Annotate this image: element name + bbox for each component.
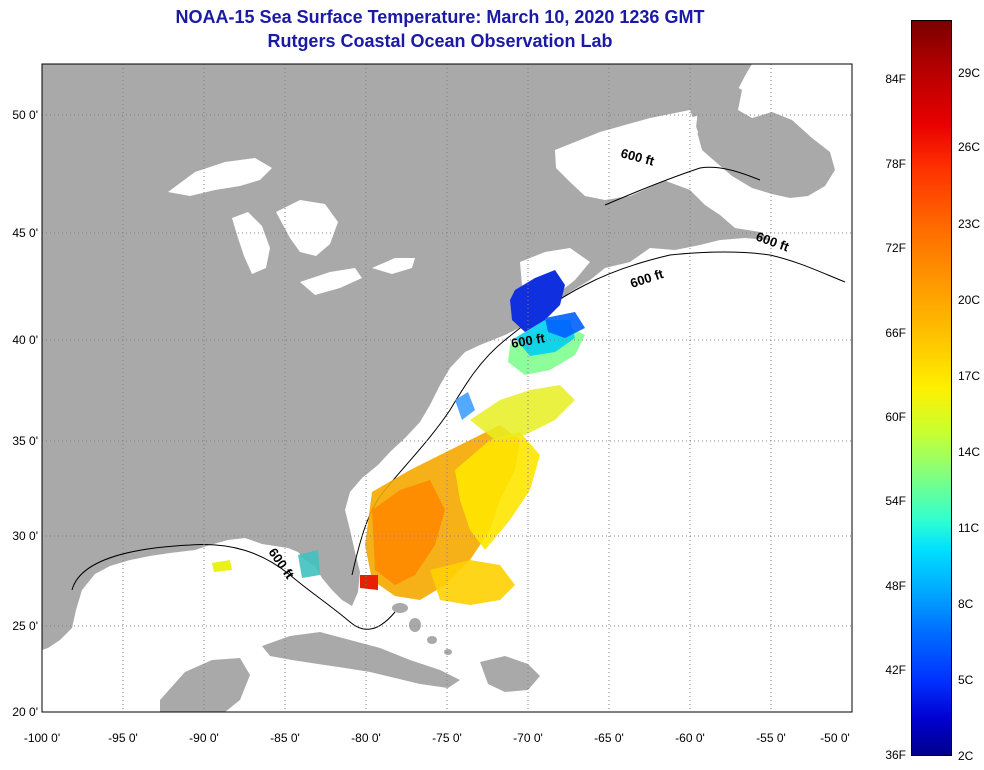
- colorbar-c-label: 11C: [958, 521, 980, 535]
- colorbar-f-label: 54F: [885, 494, 906, 508]
- y-tick-label: 30 0': [12, 529, 38, 543]
- x-tick-label: -90 0': [189, 731, 219, 745]
- land-bahamas: [392, 603, 452, 655]
- y-tick-label: 25 0': [12, 619, 38, 633]
- y-tick-label: 35 0': [12, 434, 38, 448]
- colorbar-f-label: 42F: [885, 663, 906, 677]
- x-tick-label: -80 0': [351, 731, 381, 745]
- colorbar-c-label: 8C: [958, 597, 974, 611]
- land-cuba: [262, 632, 460, 688]
- colorbar-f-label: 36F: [885, 748, 906, 762]
- x-tick-label: -55 0': [756, 731, 786, 745]
- contour-label: 600 ft: [510, 330, 547, 351]
- colorbar-c-label: 20C: [958, 293, 981, 307]
- x-tick-label: -75 0': [432, 731, 462, 745]
- colorbar-c-label: 29C: [958, 66, 981, 80]
- colorbar-c-label: 5C: [958, 673, 974, 687]
- great-lakes: [168, 158, 415, 295]
- land-yucatan: [160, 658, 250, 712]
- colorbar-f-label: 72F: [885, 241, 906, 255]
- sst-swath: [212, 270, 585, 605]
- colorbar-c-label: 14C: [958, 445, 981, 459]
- temperature-colorbar: [911, 20, 952, 756]
- colorbar-c-label: 2C: [958, 749, 974, 763]
- land-newfoundland: [696, 80, 835, 198]
- x-tick-label: -65 0': [594, 731, 624, 745]
- map-title: NOAA-15 Sea Surface Temperature: March 1…: [175, 7, 705, 27]
- colorbar-f-label: 78F: [885, 157, 906, 171]
- colorbar-c-label: 23C: [958, 217, 981, 231]
- colorbar-f-label: 66F: [885, 326, 906, 340]
- x-tick-label: -60 0': [675, 731, 705, 745]
- x-tick-label: -85 0': [270, 731, 300, 745]
- graticule: [42, 64, 852, 712]
- map-subtitle: Rutgers Coastal Ocean Observation Lab: [267, 31, 613, 51]
- land-hispaniola: [480, 656, 540, 692]
- y-tick-label: 45 0': [12, 226, 38, 240]
- x-tick-label: -50 0': [820, 731, 850, 745]
- colorbar-c-label: 26C: [958, 140, 981, 154]
- x-tick-label: -70 0': [513, 731, 543, 745]
- y-tick-label: 50 0': [12, 108, 38, 122]
- y-tick-label: 40 0': [12, 333, 38, 347]
- colorbar-f-label: 84F: [885, 72, 906, 86]
- colorbar-f-label: 60F: [885, 410, 906, 424]
- land-north-america: [42, 64, 770, 650]
- water-gulf-st-lawrence: [555, 110, 698, 200]
- x-tick-label: -95 0': [108, 731, 138, 745]
- y-tick-label: 20 0': [12, 705, 38, 719]
- colorbar-f-label: 48F: [885, 579, 906, 593]
- map-frame: [41, 63, 853, 713]
- colorbar-c-label: 17C: [958, 369, 981, 383]
- x-tick-label: -100 0': [23, 731, 61, 745]
